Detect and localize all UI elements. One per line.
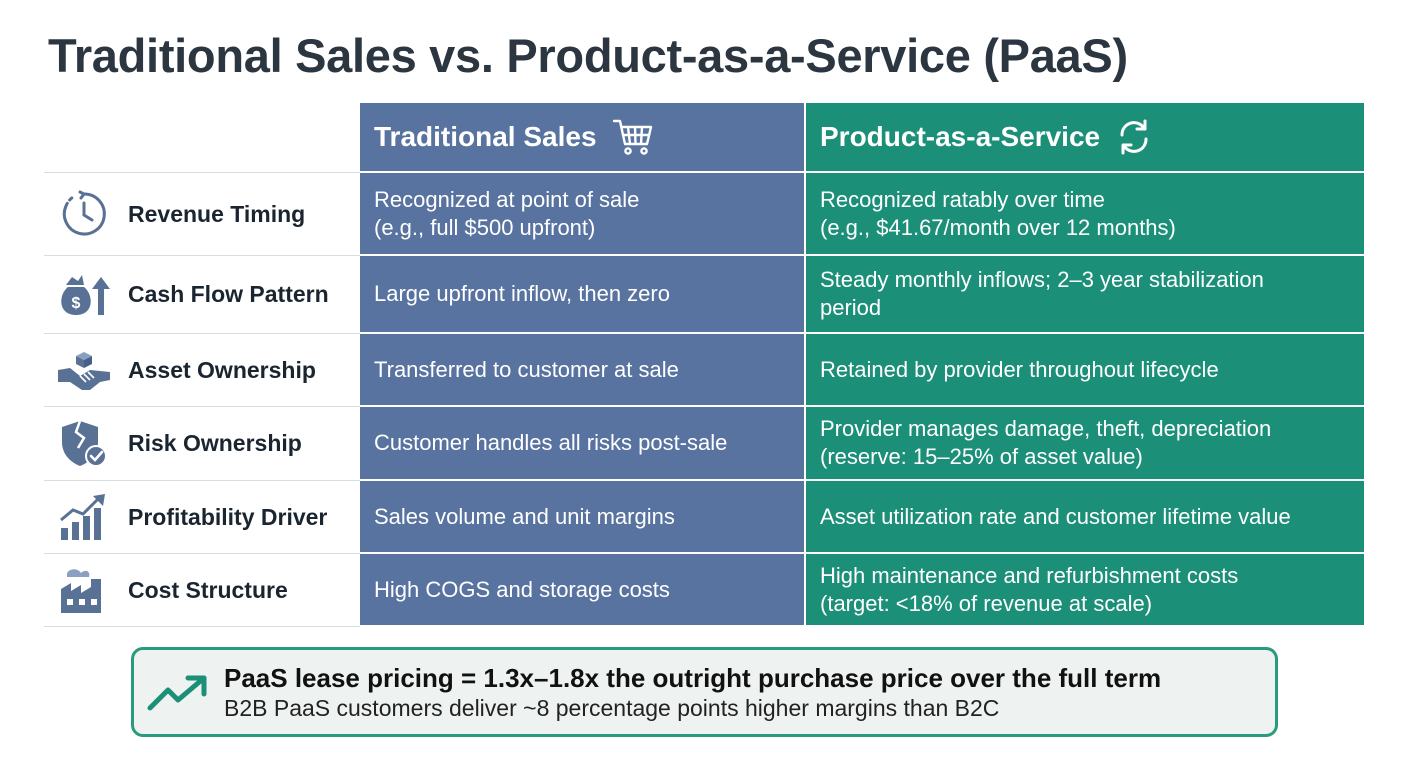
traditional-cell: Large upfront inflow, then zero [360, 256, 806, 334]
row-label-cell: Asset Ownership [44, 334, 360, 407]
table-row: Risk Ownership Customer handles all risks… [44, 407, 1364, 481]
traditional-cell: High COGS and storage costs [360, 554, 806, 627]
paas-cell-line: (reserve: 15–25% of asset value) [820, 444, 1143, 469]
row-label-cell: Profitability Driver [44, 481, 360, 554]
table-row: Revenue Timing Recognized at point of sal… [44, 173, 1364, 256]
row-label: Profitability Driver [128, 503, 328, 530]
table-body: Revenue Timing Recognized at point of sal… [44, 173, 1364, 627]
header-traditional-label: Traditional Sales [374, 121, 597, 152]
header-paas: Product-as-a-Service [806, 103, 1364, 173]
paas-cell: Asset utilization rate and customer life… [806, 481, 1364, 554]
paas-cell-line: Asset utilization rate and customer life… [820, 503, 1291, 529]
row-label-cell: $ Cash Flow Pattern [44, 256, 360, 334]
traditional-cell-line: High COGS and storage costs [374, 576, 670, 602]
svg-text:$: $ [72, 295, 81, 312]
callout-headline: PaaS lease pricing = 1.3x–1.8x the outri… [224, 663, 1162, 693]
broken-shield-check-icon [56, 420, 112, 468]
row-label: Asset Ownership [128, 356, 316, 383]
paas-cell: Steady monthly inflows; 2–3 year stabili… [806, 256, 1364, 334]
handshake-box-icon [56, 346, 112, 394]
paas-cell-line: Steady monthly inflows; 2–3 year stabili… [820, 267, 1264, 292]
paas-cell-line: High maintenance and refurbishment costs [820, 562, 1239, 588]
paas-cell-line: Recognized ratably over time [820, 186, 1105, 212]
page-title: Traditional Sales vs. Product-as-a-Servi… [48, 29, 1128, 82]
paas-cell-line: Retained by provider throughout lifecycl… [820, 356, 1219, 382]
row-label: Revenue Timing [128, 200, 306, 227]
money-bag-arrow-icon: $ [56, 271, 112, 319]
traditional-cell-line: Sales volume and unit margins [374, 503, 675, 529]
row-label-cell: Risk Ownership [44, 407, 360, 481]
shopping-cart-icon [611, 117, 655, 157]
table-row: $ Cash Flow Pattern Large upfront inflow,… [44, 256, 1364, 334]
row-label-cell: Cost Structure [44, 554, 360, 627]
refresh-cycle-icon [1114, 117, 1154, 157]
paas-cell: Recognized ratably over time (e.g., $41.6… [806, 173, 1364, 256]
row-label-cell: Revenue Timing [44, 173, 360, 256]
growth-bars-icon [56, 493, 112, 541]
traditional-cell: Transferred to customer at sale [360, 334, 806, 407]
traditional-cell-line: Recognized at point of sale [374, 186, 640, 212]
traditional-cell: Recognized at point of sale (e.g., full $… [360, 173, 806, 256]
traditional-cell: Customer handles all risks post-sale [360, 407, 806, 481]
paas-cell-line: (target: <18% of revenue at scale) [820, 590, 1153, 616]
table-row: Asset Ownership Transferred to customer a… [44, 334, 1364, 407]
trend-up-arrow-icon [134, 672, 224, 712]
header-traditional: Traditional Sales [360, 103, 806, 173]
traditional-cell-line: (e.g., full $500 upfront) [374, 214, 596, 240]
table-header-row: Traditional Sales Product-as-a-Service [44, 103, 1364, 173]
row-label: Risk Ownership [128, 430, 302, 456]
callout-text: PaaS lease pricing = 1.3x–1.8x the outri… [224, 662, 1161, 722]
traditional-cell-line: Customer handles all risks post-sale [374, 430, 728, 455]
header-blank-cell [44, 103, 360, 173]
key-insight-callout: PaaS lease pricing = 1.3x–1.8x the outri… [131, 647, 1278, 737]
row-label: Cash Flow Pattern [128, 281, 329, 307]
callout-subtext: B2B PaaS customers deliver ~8 percentage… [224, 695, 1000, 721]
paas-cell-line: period [820, 295, 882, 320]
paas-cell-line: (e.g., $41.67/month over 12 months) [820, 214, 1176, 240]
header-paas-label: Product-as-a-Service [820, 121, 1101, 152]
table-row: Profitability Driver Sales volume and uni… [44, 481, 1364, 554]
paas-cell: Provider manages damage, theft, deprecia… [806, 407, 1364, 481]
table-row: Cost Structure High COGS and storage cost… [44, 554, 1364, 627]
factory-icon [56, 566, 112, 614]
traditional-cell-line: Transferred to customer at sale [374, 356, 679, 382]
paas-cell: High maintenance and refurbishment costs… [806, 554, 1364, 627]
paas-cell: Retained by provider throughout lifecycl… [806, 334, 1364, 407]
row-label: Cost Structure [128, 576, 288, 603]
comparison-table: Traditional Sales Product-as-a-Service [44, 103, 1364, 627]
traditional-cell-line: Large upfront inflow, then zero [374, 281, 670, 306]
clock-icon [56, 190, 112, 238]
paas-cell-line: Provider manages damage, theft, deprecia… [820, 416, 1272, 441]
traditional-cell: Sales volume and unit margins [360, 481, 806, 554]
